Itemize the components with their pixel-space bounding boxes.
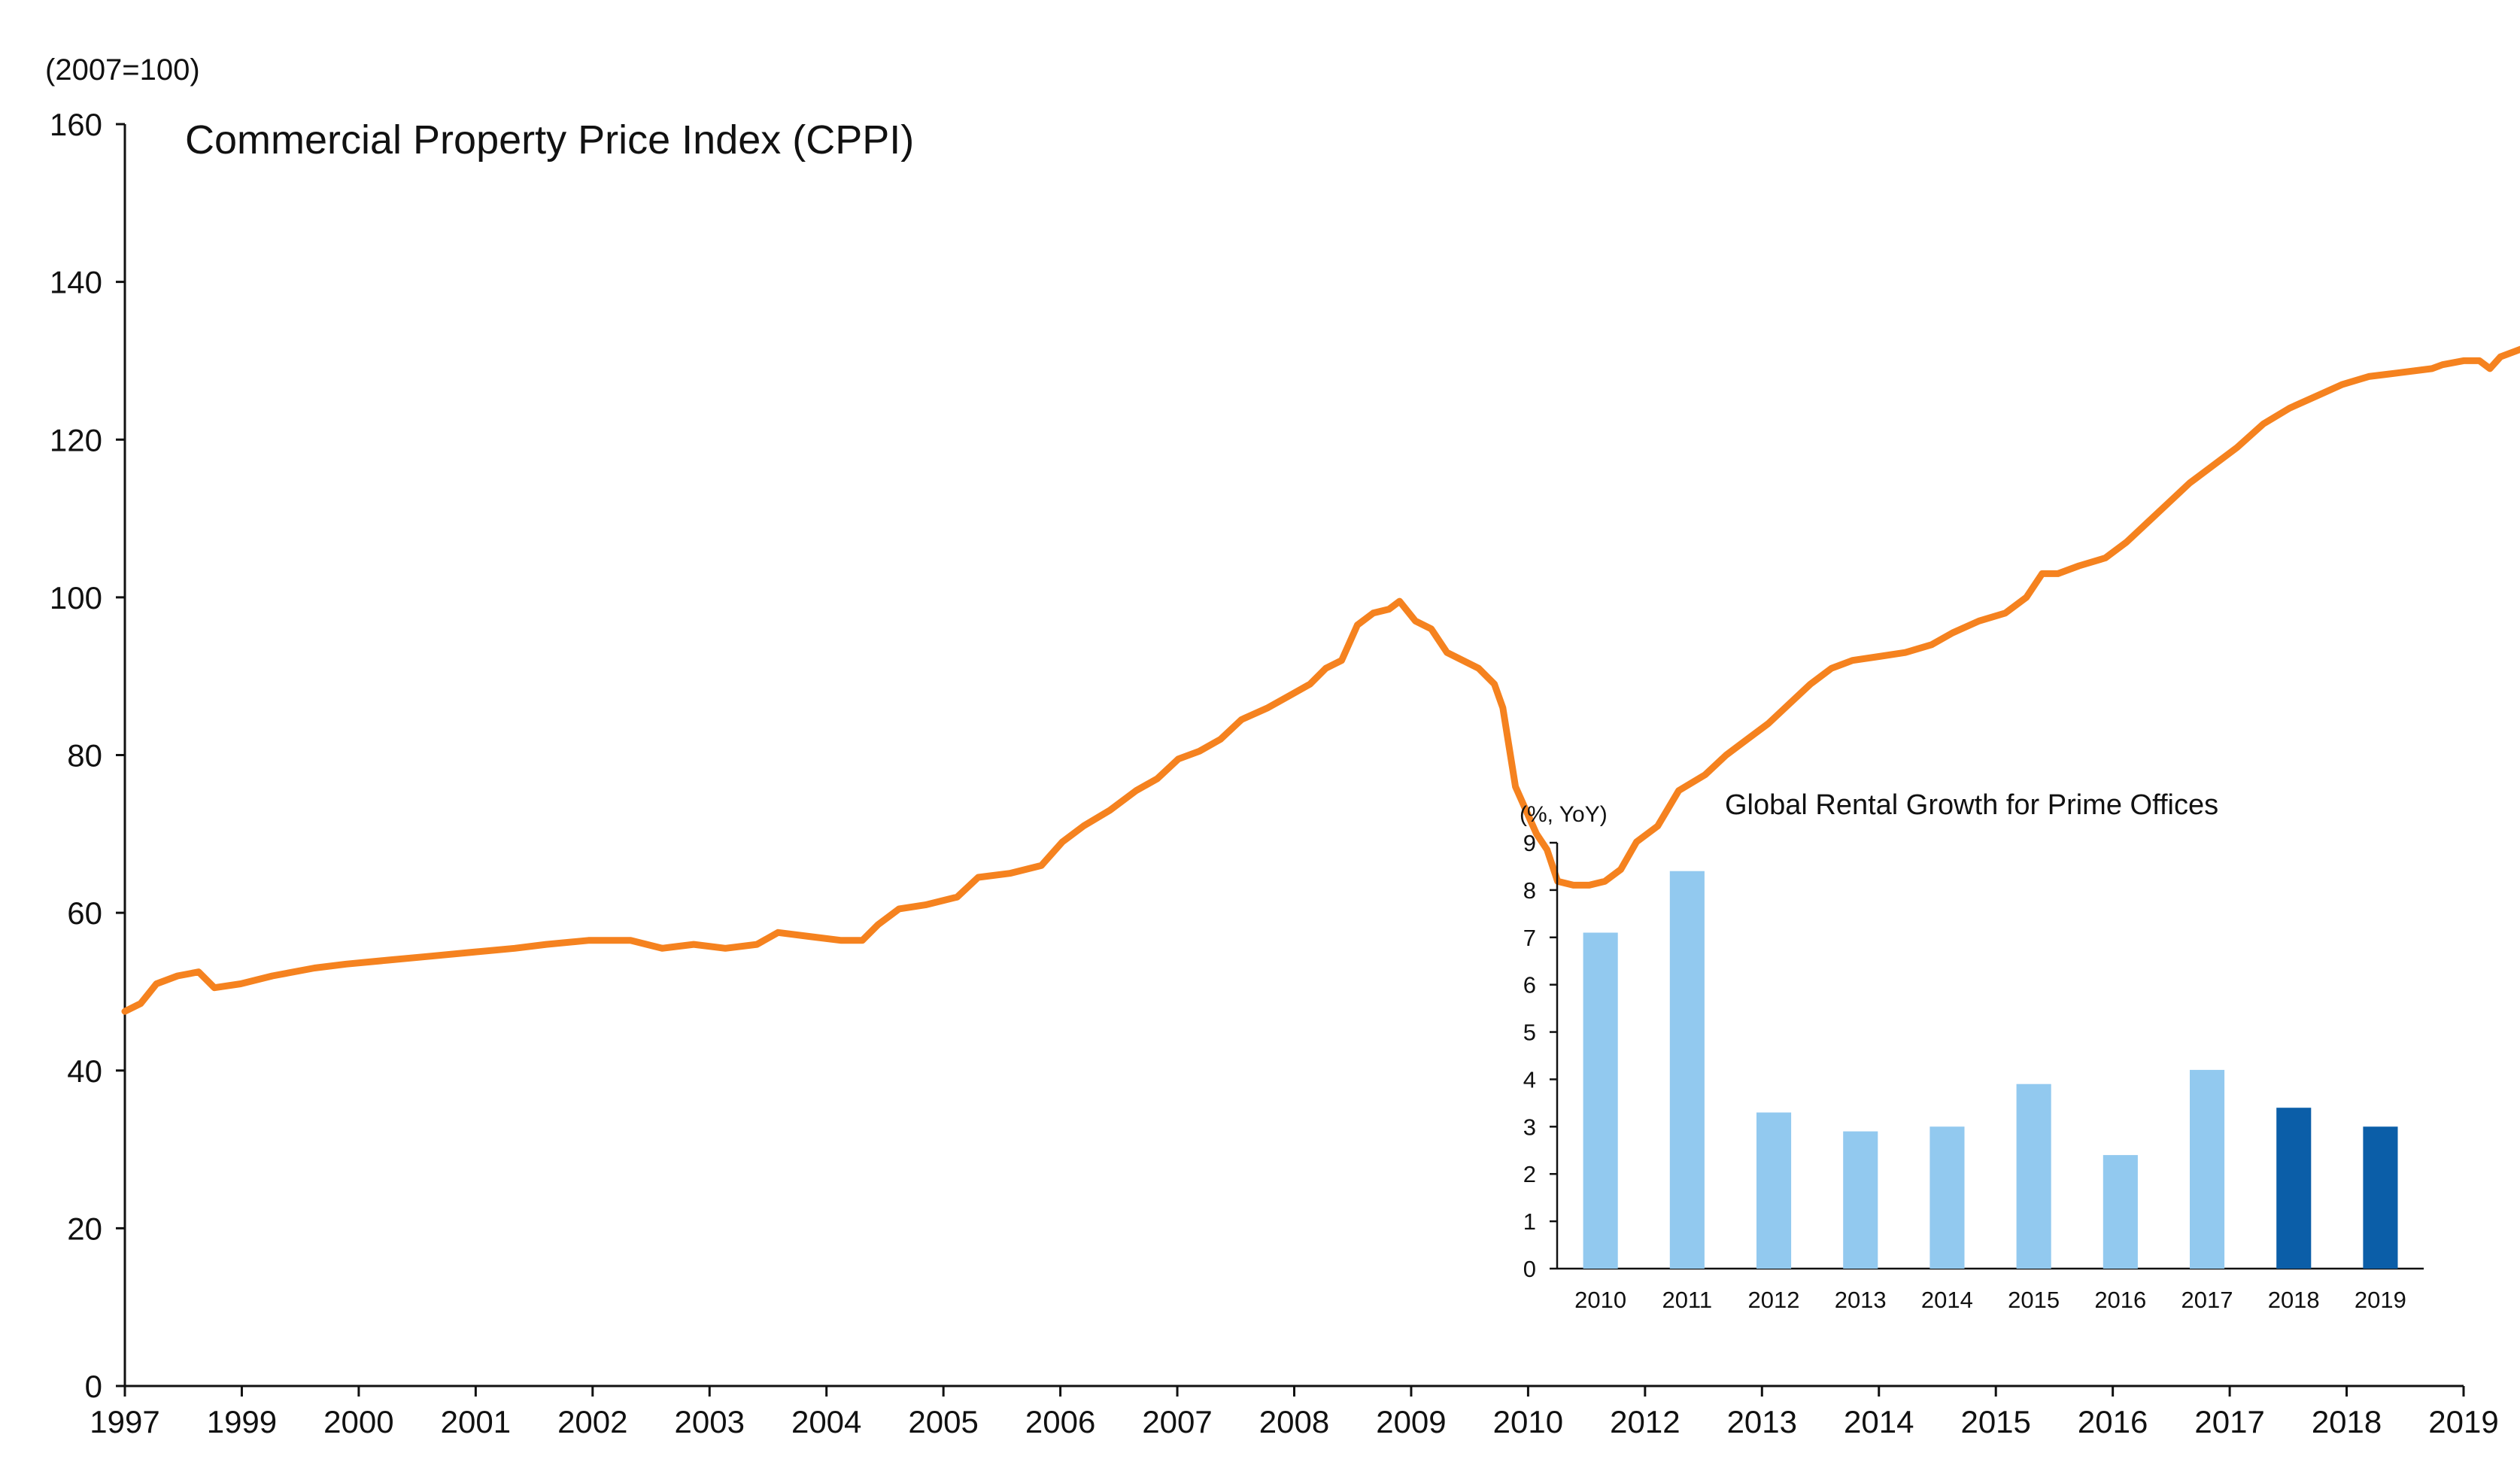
main-x-tick-label: 2000	[323, 1404, 393, 1439]
main-x-tick-label: 2001	[441, 1404, 511, 1439]
inset-x-tick-label: 2018	[2268, 1287, 2320, 1313]
main-x-tick-label: 2002	[557, 1404, 627, 1439]
inset-y-tick-label: 3	[1523, 1114, 1536, 1140]
main-y-ticks: 0 20 40 60 80 100 120 140 160	[50, 107, 125, 1404]
main-y-tick-label: 140	[50, 265, 102, 300]
main-x-tick-label: 2006	[1025, 1404, 1095, 1439]
cppi-series-line	[121, 345, 2520, 1015]
main-x-tick-label: 2008	[1259, 1404, 1329, 1439]
main-y-tick-label: 100	[50, 580, 102, 615]
main-x-tick-label: 2012	[1610, 1404, 1680, 1439]
main-y-tick-label: 160	[50, 107, 102, 142]
inset-unit-label: (%, YoY)	[1520, 802, 1608, 827]
inset-y-tick-label: 0	[1523, 1256, 1536, 1282]
main-x-tick-label: 2005	[908, 1404, 978, 1439]
inset-bars	[1583, 871, 2398, 1269]
inset-y-tick-label: 4	[1523, 1066, 1536, 1093]
inset-x-labels: 2010 2011 2012 2013 2014 2015 2016 2017 2018 2019	[1574, 1287, 2406, 1313]
inset-x-tick-label: 2014	[1921, 1287, 1973, 1313]
main-y-tick-label: 80	[67, 738, 102, 774]
inset-chart-title: Global Rental Growth for Prime Offices	[1725, 789, 2218, 821]
inset-x-tick-label: 2013	[1835, 1287, 1887, 1313]
inset-y-tick-label: 9	[1523, 830, 1536, 856]
main-x-tick-label: 2018	[2312, 1404, 2382, 1439]
main-chart-title: Commercial Property Price Index (CPPI)	[185, 117, 914, 163]
main-x-tick-label: 2019	[2428, 1404, 2498, 1439]
inset-bar	[1929, 1126, 1965, 1269]
inset-bar	[1669, 871, 1705, 1269]
inset-y-tick-label: 6	[1523, 972, 1536, 998]
main-y-tick-label: 40	[67, 1053, 102, 1089]
cppi-line-chart: (2007=100) Commercial Property Price Ind…	[45, 53, 2520, 1439]
rental-growth-inset-chart: (%, YoY) Global Rental Growth for Prime …	[1520, 789, 2424, 1313]
main-x-tick-label: 2013	[1727, 1404, 1797, 1439]
main-x-tick-label: 2009	[1376, 1404, 1446, 1439]
inset-x-tick-label: 2019	[2355, 1287, 2406, 1313]
main-y-tick-label: 0	[85, 1369, 102, 1404]
main-y-tick-label: 120	[50, 422, 102, 457]
inset-x-tick-label: 2012	[1748, 1287, 1800, 1313]
main-y-tick-label: 20	[67, 1211, 102, 1246]
inset-bar	[2016, 1084, 2051, 1269]
inset-bar	[1843, 1131, 1878, 1269]
inset-x-tick-label: 2011	[1662, 1287, 1712, 1313]
inset-x-tick-label: 2016	[2094, 1287, 2146, 1313]
main-x-tick-label: 2004	[791, 1404, 861, 1439]
inset-bar	[1583, 932, 1618, 1269]
inset-y-tick-label: 1	[1523, 1208, 1536, 1235]
main-x-tick-label: 2010	[1493, 1404, 1563, 1439]
inset-y-ticks: 0 1 2 3 4 5 6 7 8 9	[1523, 830, 1557, 1282]
main-x-tick-label: 2015	[1960, 1404, 2030, 1439]
main-x-tick-label: 2007	[1142, 1404, 1212, 1439]
inset-x-tick-label: 2010	[1574, 1287, 1626, 1313]
inset-x-tick-label: 2017	[2181, 1287, 2233, 1313]
inset-y-tick-label: 5	[1523, 1020, 1536, 1046]
main-x-ticks: 1997 1999 2000 2001 2002 2003 2004 2005 2006 2007…	[90, 1386, 2499, 1439]
inset-bar	[2103, 1155, 2138, 1269]
inset-y-tick-label: 8	[1523, 877, 1536, 904]
main-x-tick-label: 1997	[90, 1404, 159, 1439]
inset-bar	[2190, 1069, 2225, 1269]
main-x-tick-label: 2003	[675, 1404, 745, 1439]
main-x-tick-label: 2016	[2078, 1404, 2148, 1439]
main-y-tick-label: 60	[67, 895, 102, 931]
inset-y-tick-label: 7	[1523, 925, 1536, 951]
inset-y-tick-label: 2	[1523, 1161, 1536, 1187]
main-x-tick-label: 2017	[2194, 1404, 2264, 1439]
inset-x-tick-label: 2015	[2008, 1287, 2060, 1313]
inset-bar	[2276, 1108, 2312, 1269]
main-unit-label: (2007=100)	[45, 53, 200, 87]
main-x-tick-label: 1999	[207, 1404, 277, 1439]
inset-bar	[1756, 1112, 1792, 1269]
inset-bar	[2363, 1126, 2398, 1269]
main-x-tick-label: 2014	[1844, 1404, 1914, 1439]
